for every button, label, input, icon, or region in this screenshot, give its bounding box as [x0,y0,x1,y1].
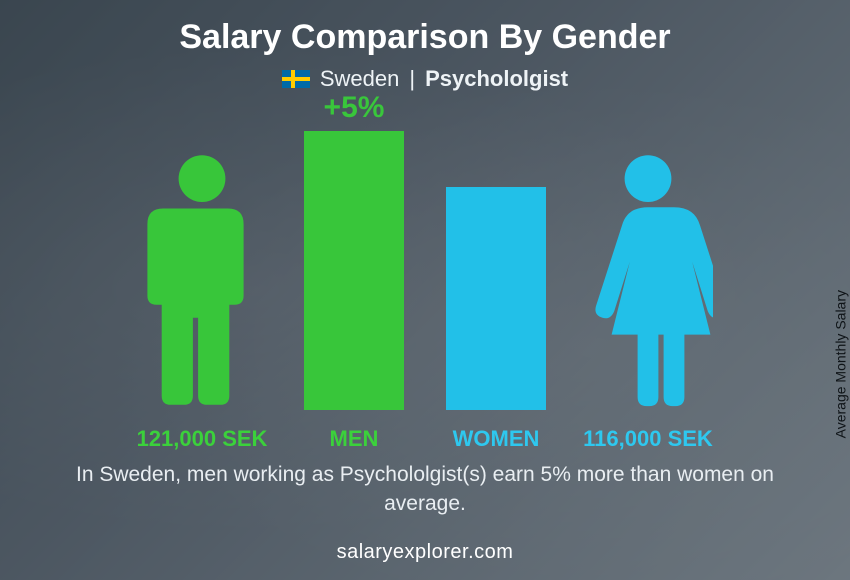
women-bar-wrap [436,100,556,410]
women-category-label: WOMEN [436,426,556,452]
footer-source: salaryexplorer.com [0,541,850,564]
summary-text: In Sweden, men working as Psychololgist(… [70,461,780,518]
gender-salary-chart: +5% [60,100,790,410]
subtitle-row: Sweden | Psychololgist [0,66,850,92]
men-salary-value: 121,000 SEK [132,426,272,452]
men-bar-wrap: +5% [294,100,414,410]
subtitle-separator: | [409,66,415,92]
infographic-canvas: Salary Comparison By Gender Sweden | Psy… [0,0,850,580]
women-bar [446,187,546,410]
women-salary-value: 116,000 SEK [578,426,718,452]
men-bar-column: +5% [294,100,414,410]
sweden-flag-icon [282,70,310,88]
subtitle-country: Sweden [320,66,400,92]
y-axis-label: Average Monthly Salary [832,290,848,438]
men-icon-column [132,100,272,410]
men-bar [304,131,404,410]
women-bar-column [436,100,556,410]
page-title: Salary Comparison By Gender [0,18,850,57]
men-diff-label: +5% [324,91,385,125]
men-category-label: MEN [294,426,414,452]
women-icon-column [578,100,718,410]
woman-icon [583,150,713,410]
category-labels-row: 121,000 SEK MEN WOMEN 116,000 SEK [60,426,790,452]
subtitle-occupation: Psychololgist [425,66,568,92]
man-icon [137,150,267,410]
